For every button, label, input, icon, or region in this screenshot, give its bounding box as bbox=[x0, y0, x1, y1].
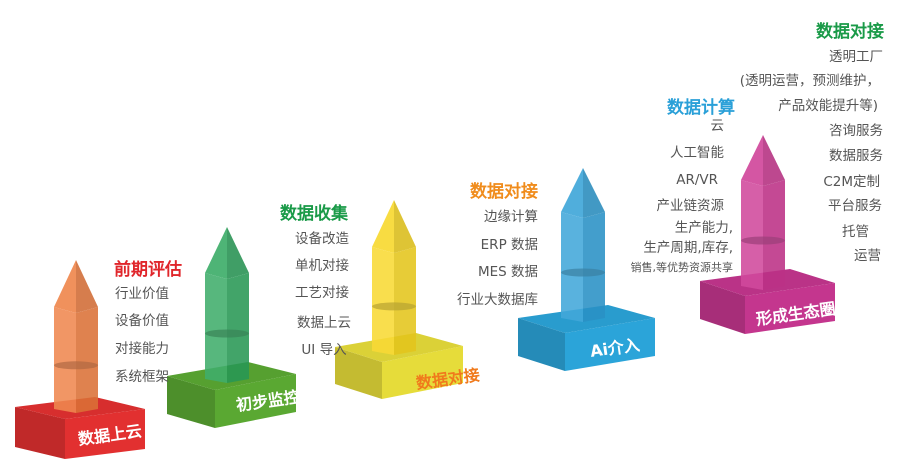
pillar-left-face bbox=[54, 307, 76, 413]
pillar-right-face bbox=[583, 212, 605, 322]
pillar-tip-left bbox=[54, 260, 76, 313]
list-item: 行业大数据库 bbox=[457, 292, 538, 308]
base-front-face bbox=[565, 318, 655, 371]
list-item: 咨询服务 bbox=[829, 123, 883, 139]
list-item: 运营 bbox=[854, 248, 881, 264]
list-item: 产业链资源 bbox=[656, 198, 725, 214]
stage-4 bbox=[518, 168, 655, 371]
list-item: UI 导入 bbox=[301, 342, 347, 358]
pillar-left-face bbox=[205, 273, 227, 383]
base-front-face bbox=[382, 346, 463, 399]
pillar-ring bbox=[561, 268, 605, 277]
list-item: 产品效能提升等) bbox=[778, 98, 878, 114]
list-item: 行业价值 bbox=[115, 286, 169, 302]
pillar-tip-left bbox=[741, 135, 763, 186]
pillar-ring bbox=[205, 329, 249, 338]
pillar bbox=[372, 200, 416, 355]
stage-5 bbox=[700, 135, 835, 334]
pillar bbox=[561, 168, 605, 322]
pillar-ring bbox=[54, 361, 98, 370]
pillar-tip-right bbox=[227, 227, 249, 279]
pillar-tip-left bbox=[372, 200, 394, 253]
stage-1-title: 前期评估 bbox=[114, 260, 182, 280]
stage-2-title: 数据收集 bbox=[280, 204, 348, 224]
list-item: 边缘计算 bbox=[484, 209, 538, 225]
stage-2 bbox=[167, 227, 296, 428]
list-item: 系统框架 bbox=[115, 369, 169, 385]
pillar bbox=[54, 260, 98, 413]
list-item: 工艺对接 bbox=[295, 285, 349, 301]
stage-3 bbox=[335, 200, 463, 399]
list-item: 透明工厂 bbox=[829, 49, 883, 65]
pillar-right-face bbox=[763, 180, 785, 290]
pillar-ring bbox=[372, 302, 416, 311]
list-item: 托管 bbox=[842, 224, 869, 240]
list-item: 对接能力 bbox=[115, 341, 169, 357]
pillar-tip-left bbox=[561, 168, 583, 218]
pillar-left-face bbox=[561, 212, 583, 322]
pillar-right-face bbox=[394, 247, 416, 355]
pillar-tip-right bbox=[394, 200, 416, 253]
base-left-face bbox=[167, 376, 215, 428]
base-front-face bbox=[745, 283, 835, 334]
pillar-tip-left bbox=[205, 227, 227, 279]
list-item: 云 bbox=[710, 118, 725, 134]
list-item: MES 数据 bbox=[477, 264, 538, 280]
pillar-tip-right bbox=[763, 135, 785, 186]
pillar-ring bbox=[741, 236, 785, 245]
stage-4-title: 数据计算 bbox=[667, 98, 735, 118]
pillar-right-face bbox=[76, 307, 98, 413]
list-item: 数据服务 bbox=[829, 148, 883, 164]
list-item: 生产周期,库存, bbox=[643, 240, 733, 256]
base-left-face bbox=[700, 281, 745, 334]
pillar bbox=[741, 135, 785, 290]
stage-5-title: 数据对接 bbox=[816, 22, 884, 42]
list-item: 设备改造 bbox=[295, 231, 349, 247]
list-item: AR/VR bbox=[676, 172, 718, 188]
base-left-face bbox=[518, 318, 565, 371]
list-item: 人工智能 bbox=[670, 145, 724, 161]
list-item: 数据上云 bbox=[297, 315, 351, 331]
pillar bbox=[205, 227, 249, 383]
list-item: 单机对接 bbox=[295, 258, 349, 274]
list-item: 平台服务 bbox=[828, 198, 882, 214]
list-item: (透明运营，预测维护， bbox=[739, 73, 880, 89]
pillar-left-face bbox=[372, 247, 394, 355]
base-left-face bbox=[335, 347, 382, 399]
list-item: 销售,等优势资源共享 bbox=[630, 261, 734, 274]
list-item: 设备价值 bbox=[115, 313, 169, 329]
stage-3-title: 数据对接 bbox=[470, 182, 538, 202]
pillar-tip-right bbox=[76, 260, 98, 313]
list-item: 生产能力, bbox=[674, 220, 733, 236]
list-item: C2M定制 bbox=[823, 174, 880, 190]
stage-1 bbox=[15, 260, 145, 459]
pillar-left-face bbox=[741, 180, 763, 290]
base-left-face bbox=[15, 407, 65, 459]
base-front-face bbox=[65, 409, 145, 459]
base-front-face bbox=[215, 374, 296, 428]
list-item: ERP 数据 bbox=[480, 237, 538, 253]
pillar-right-face bbox=[227, 273, 249, 383]
pillar-tip-right bbox=[583, 168, 605, 218]
